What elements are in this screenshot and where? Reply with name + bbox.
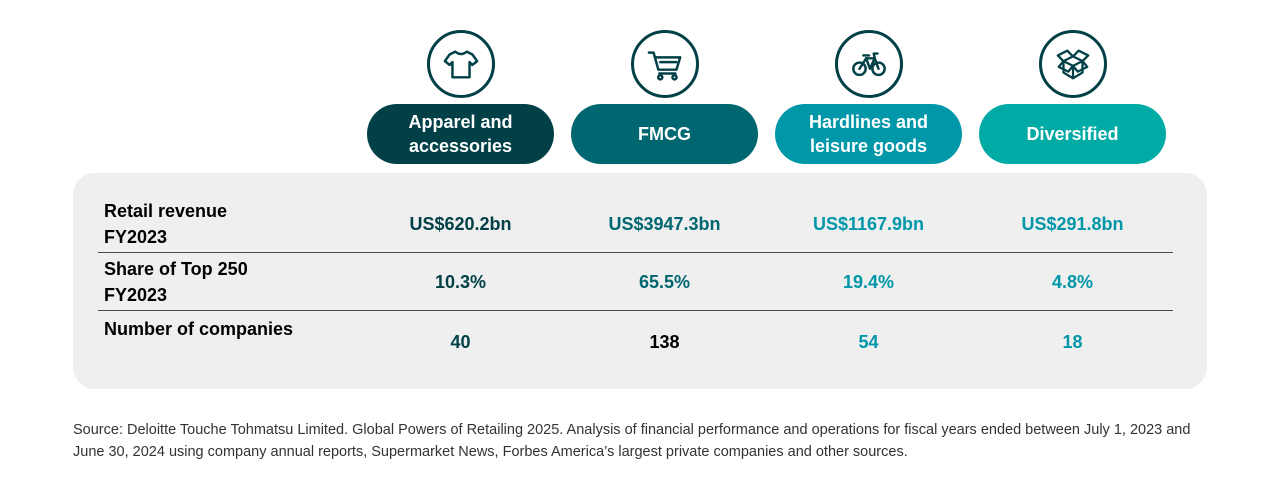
category-pill-hardlines: Hardlines and leisure goods — [775, 104, 962, 164]
cell-revenue-diversified: US$291.8bn — [1021, 214, 1124, 234]
cell-share-fmcg: 65.5% — [638, 272, 691, 292]
cell-revenue-hardlines: US$1167.9bn — [812, 214, 925, 234]
cell-companies-apparel: 40 — [450, 332, 471, 352]
shopping-cart-icon — [631, 30, 699, 98]
cell-revenue-fmcg: US$3947.3bn — [608, 214, 721, 234]
cell-share-diversified: 4.8% — [1051, 272, 1094, 292]
cell-companies-hardlines: 54 — [858, 332, 879, 352]
cell-companies-fmcg: 138 — [649, 332, 680, 352]
category-pill-fmcg: FMCG — [571, 104, 758, 164]
source-note: Source: Deloitte Touche Tohmatsu Limited… — [73, 422, 1191, 460]
row-divider — [98, 310, 1173, 311]
cell-companies-diversified: 18 — [1062, 332, 1083, 352]
row-label-number-of-companies: Number of companies — [104, 319, 294, 339]
category-pill-apparel: Apparel and accessories — [367, 104, 554, 164]
tshirt-icon — [427, 30, 495, 98]
row-label-share-top-250: Share of Top 250 FY2023 — [104, 259, 248, 305]
bicycle-icon — [835, 30, 903, 98]
cell-share-hardlines: 19.4% — [842, 272, 895, 292]
open-box-icon — [1039, 30, 1107, 98]
cell-revenue-apparel: US$620.2bn — [409, 214, 512, 234]
cell-share-apparel: 10.3% — [434, 272, 487, 292]
row-label-retail-revenue: Retail revenue FY2023 — [104, 201, 228, 247]
row-divider — [98, 252, 1173, 253]
data-table-panel — [73, 173, 1207, 389]
category-pill-diversified: Diversified — [979, 104, 1166, 164]
